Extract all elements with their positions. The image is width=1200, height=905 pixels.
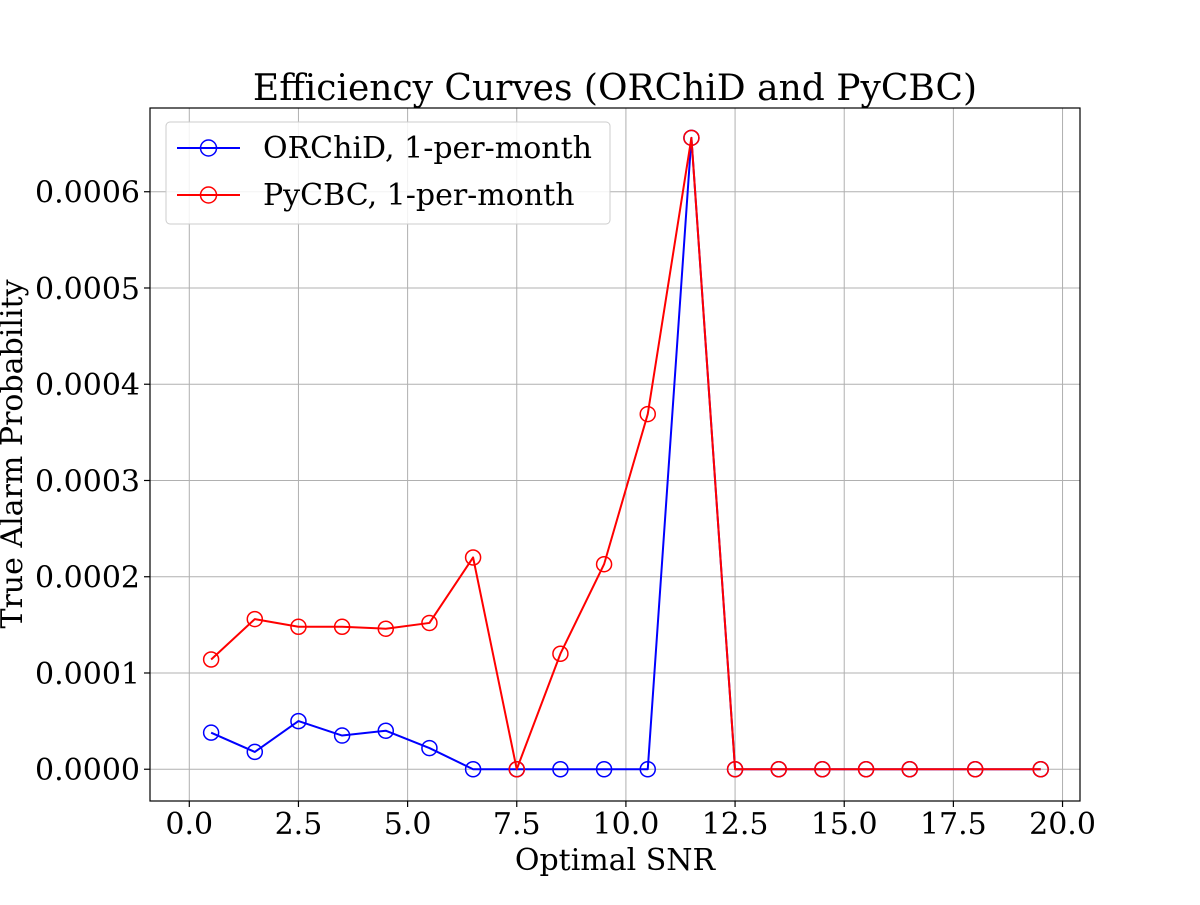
data-point <box>202 724 220 741</box>
y-tick-label: 0.0006 <box>35 176 140 211</box>
grid-layer <box>150 108 1080 801</box>
data-point <box>202 651 220 668</box>
series-line <box>210 136 1041 771</box>
y-tick-label: 0.0001 <box>35 657 140 692</box>
data-point <box>377 722 395 739</box>
data-point <box>552 760 569 778</box>
x-tick-label: 10.0 <box>593 807 660 842</box>
data-point <box>377 620 395 637</box>
data-point <box>857 760 875 778</box>
y-axis-label: True Alarm Probability <box>0 279 30 628</box>
data-point <box>552 645 569 662</box>
legend-marker-swatch <box>199 139 218 157</box>
data-point <box>814 760 831 778</box>
y-tick-label: 0.0005 <box>35 272 140 307</box>
data-point <box>290 618 307 636</box>
data-point <box>901 760 918 778</box>
x-tick-label: 0.0 <box>165 807 213 842</box>
y-tick-label: 0.0002 <box>35 561 140 596</box>
x-tick-label: 5.0 <box>384 807 432 842</box>
y-tick-label: 0.0003 <box>35 464 140 499</box>
legend-label: ORChiD, 1-per-month <box>263 131 592 166</box>
data-point <box>464 549 482 566</box>
data-point <box>595 760 613 778</box>
data-point <box>639 760 656 778</box>
data-point <box>595 555 613 573</box>
ticks-layer: 0.0 2.5 5.0 7.5 10.0 12.5 15.0 17.5 20.0 0.0000 0.… <box>35 176 1096 842</box>
data-point <box>290 712 307 730</box>
x-tick-label: 12.5 <box>702 807 769 842</box>
y-tick-label: 0.0000 <box>35 753 140 788</box>
data-point <box>421 739 438 757</box>
legend: ORChiD, 1-per-month PyCBC, 1-per-month <box>165 121 611 225</box>
legend-marker-swatch <box>199 186 218 204</box>
legend-label: PyCBC, 1-per-month <box>263 178 575 213</box>
data-point <box>464 760 482 778</box>
x-tick-label: 17.5 <box>920 807 987 842</box>
data-point <box>966 760 984 778</box>
x-tick-label: 7.5 <box>493 807 541 842</box>
series-layer <box>202 129 1049 778</box>
data-point <box>333 727 351 744</box>
data-point <box>1032 760 1049 778</box>
x-tick-label: 15.0 <box>811 807 878 842</box>
data-point <box>683 129 700 147</box>
data-point <box>639 405 656 423</box>
data-point <box>333 618 351 636</box>
data-point <box>246 743 264 761</box>
x-axis-label: Optimal SNR <box>515 843 717 878</box>
x-tick-label: 2.5 <box>275 807 323 842</box>
data-point <box>246 610 264 628</box>
data-point <box>508 760 526 778</box>
data-point <box>421 614 438 632</box>
data-point <box>770 760 787 778</box>
x-tick-label: 20.0 <box>1029 807 1096 842</box>
chart-title: Efficiency Curves (ORChiD and PyCBC) <box>253 68 977 109</box>
data-point <box>726 760 744 778</box>
series-group <box>202 129 1049 778</box>
plot-area-frame <box>149 107 1081 802</box>
legend-box <box>165 121 611 225</box>
y-tick-label: 0.0004 <box>35 368 140 403</box>
